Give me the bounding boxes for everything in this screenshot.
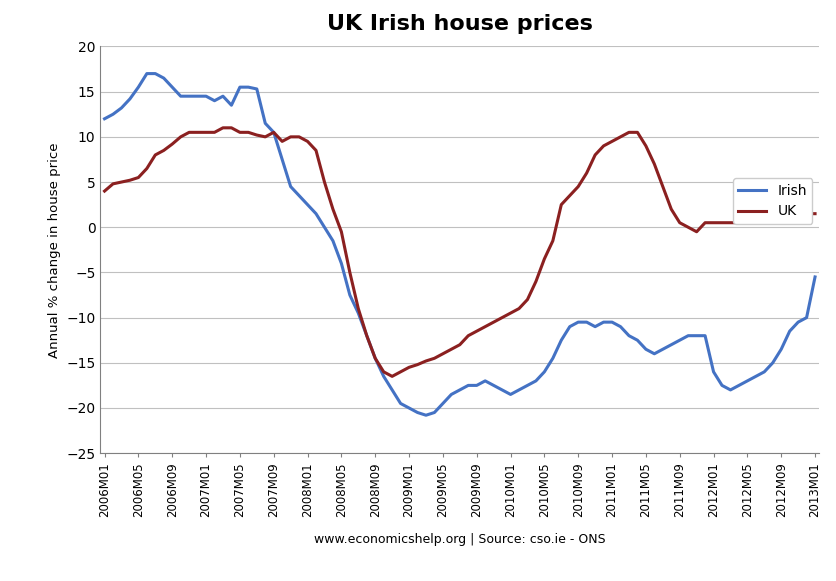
Irish [319, 224, 329, 231]
Irish [328, 237, 338, 244]
UK [218, 124, 228, 131]
Text: www.economicshelp.org | Source: cso.ie - ONS: www.economicshelp.org | Source: cso.ie -… [314, 533, 605, 546]
Irish [142, 70, 152, 77]
UK [810, 210, 820, 217]
UK [319, 178, 329, 185]
UK [387, 373, 397, 380]
UK [328, 206, 338, 213]
Line: Irish: Irish [104, 74, 815, 415]
UK [354, 305, 364, 312]
Line: UK: UK [104, 128, 815, 376]
Irish [421, 412, 431, 419]
Irish [227, 102, 237, 109]
Title: UK Irish house prices: UK Irish house prices [327, 14, 593, 34]
Irish [810, 274, 820, 281]
Irish [354, 310, 364, 317]
UK [227, 124, 237, 131]
Legend: Irish, UK: Irish, UK [733, 178, 813, 224]
UK [785, 206, 795, 213]
UK [472, 328, 482, 335]
Y-axis label: Annual % change in house price: Annual % change in house price [48, 142, 61, 357]
Irish [99, 115, 110, 122]
Irish [785, 328, 795, 335]
UK [99, 188, 110, 195]
Irish [472, 382, 482, 389]
